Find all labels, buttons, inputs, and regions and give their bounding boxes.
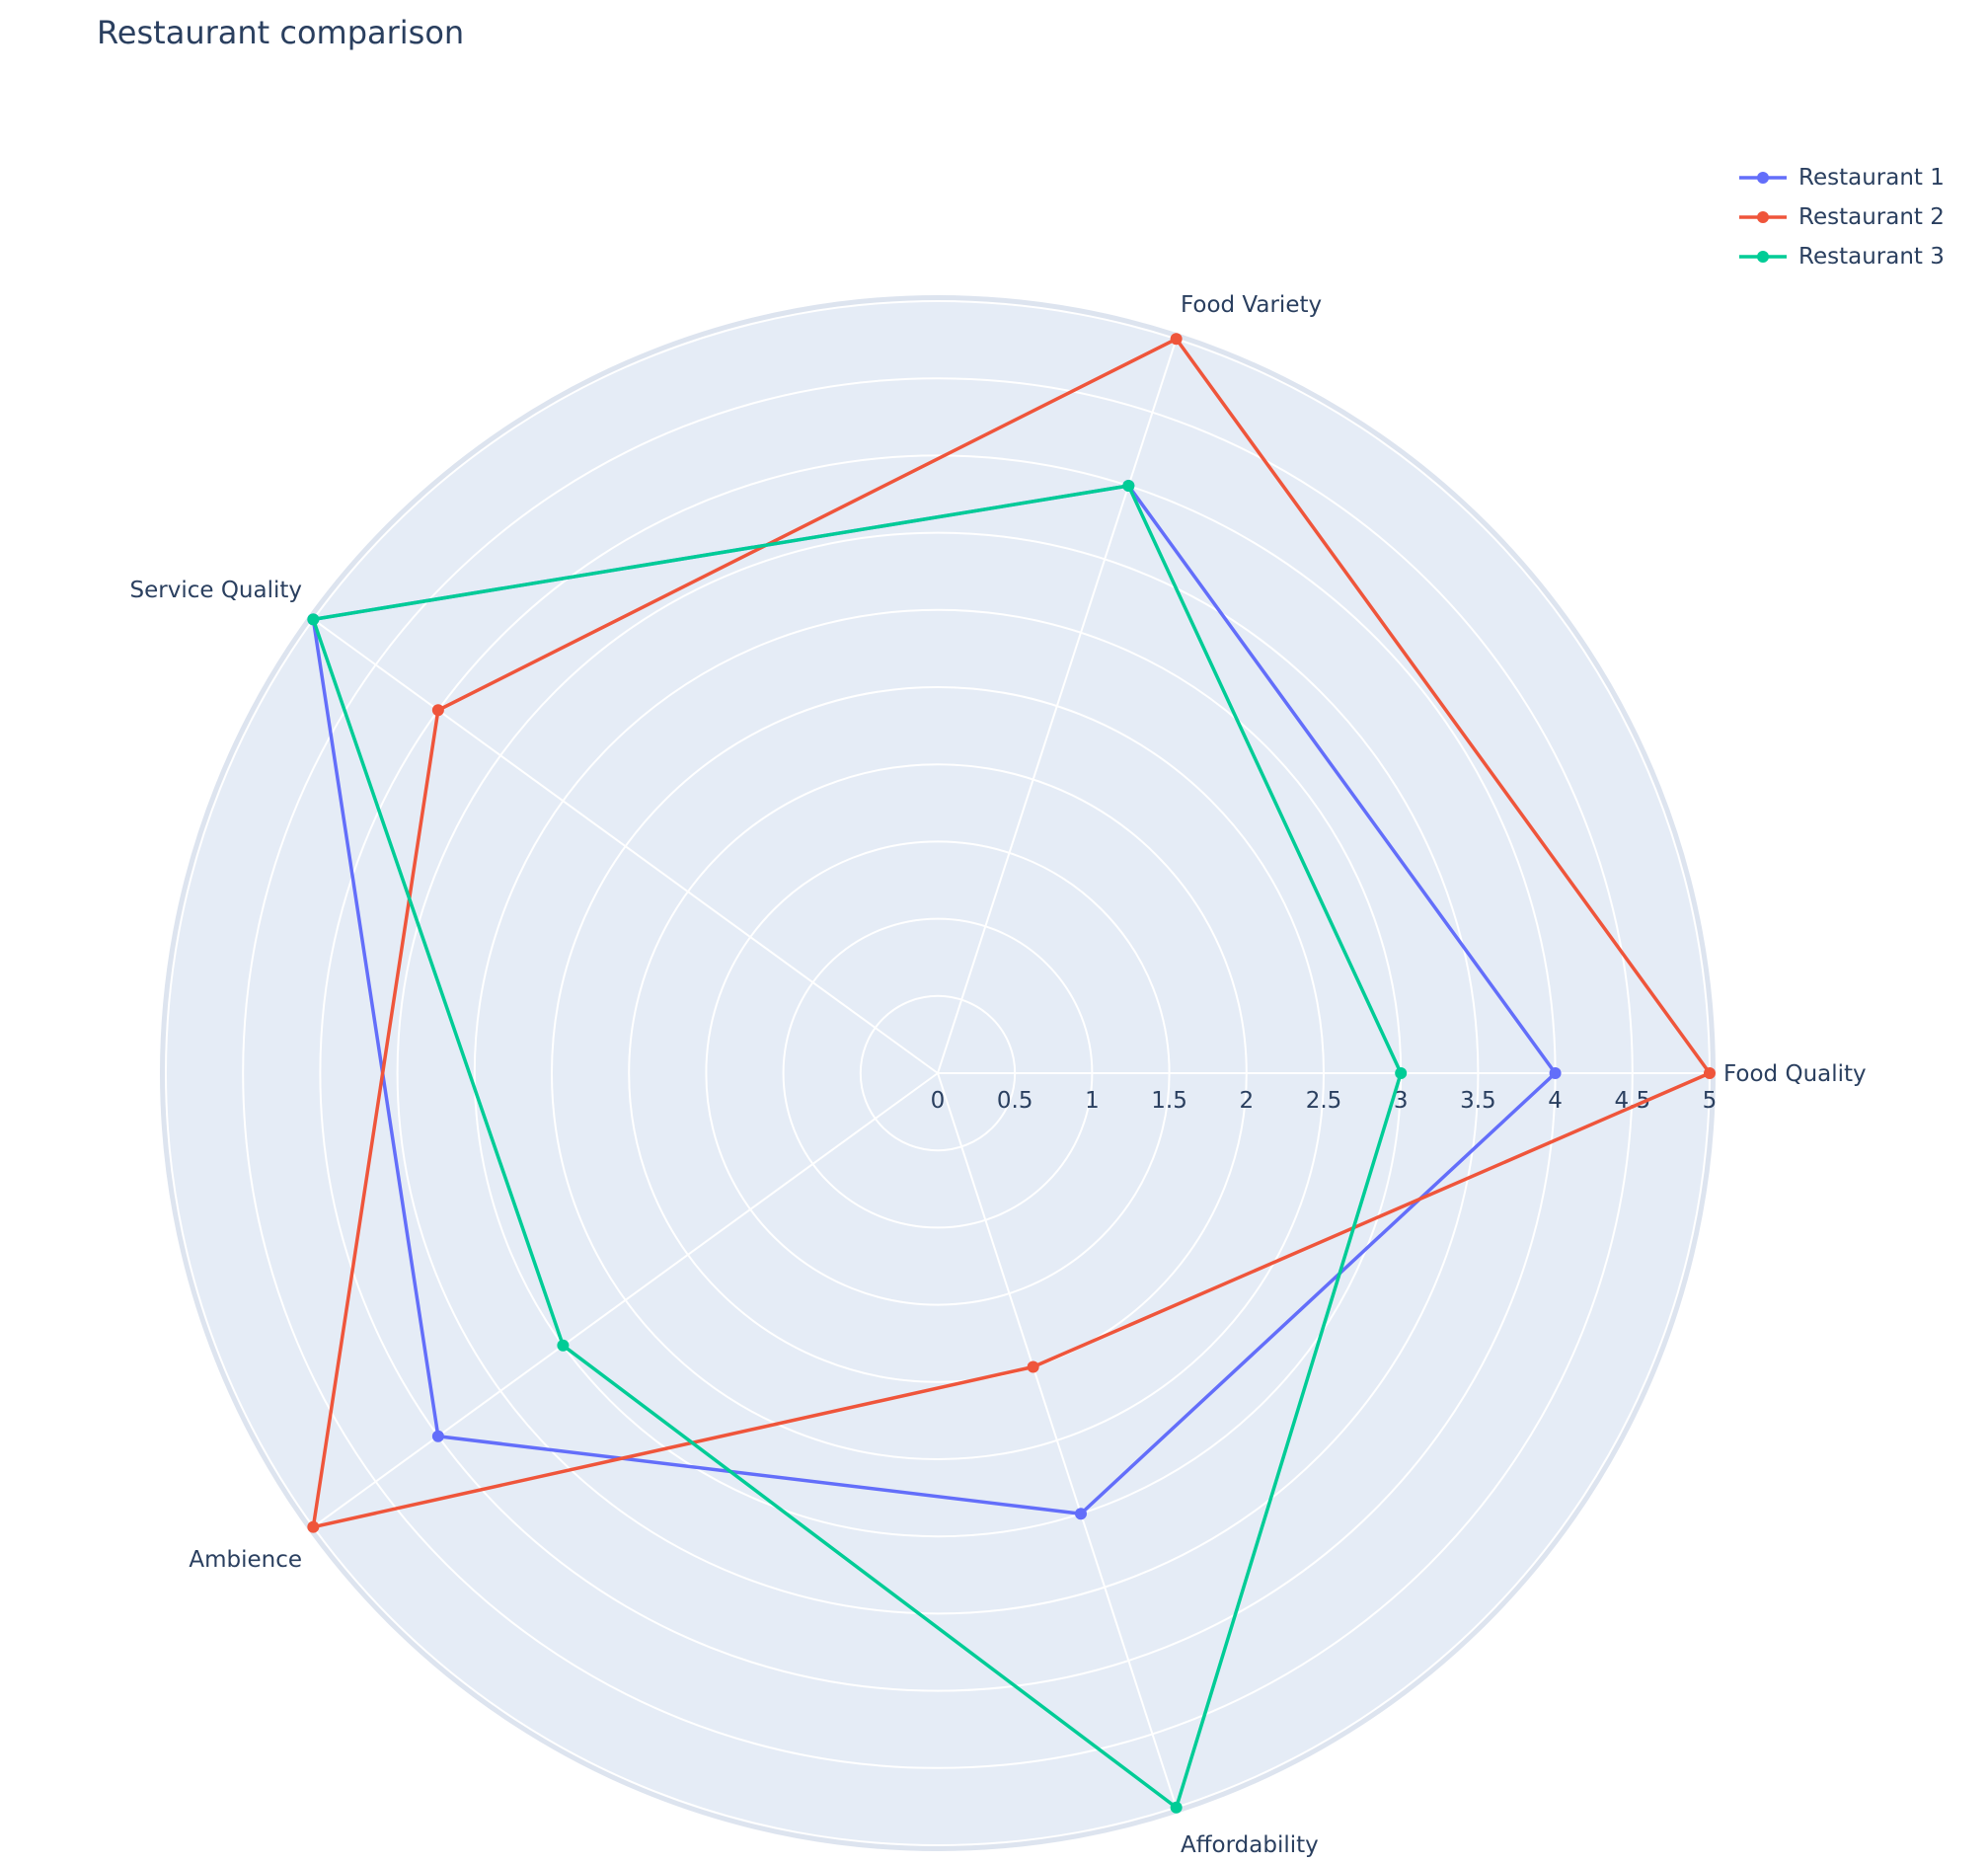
radial-tick-labels: 0 0.5 1 1.5 2 2.5 3 3.5 4 4.5 5 xyxy=(931,1088,1718,1114)
legend-item-2[interactable]: Restaurant 2 xyxy=(1735,197,1945,237)
series-3 xyxy=(307,480,1408,1814)
radial-tick-label: 1 xyxy=(1085,1088,1100,1114)
data-point[interactable] xyxy=(1704,1067,1716,1079)
series-line xyxy=(311,484,1403,1810)
axis-label-ambience: Ambience xyxy=(189,1547,302,1573)
data-point[interactable] xyxy=(1027,1360,1039,1373)
radial-tick-label: 0 xyxy=(931,1088,946,1114)
chart-title: Restaurant comparison xyxy=(97,14,465,51)
spoke-line xyxy=(312,1072,939,1528)
axis-label-service-quality: Service Quality xyxy=(130,578,303,603)
spoke-line xyxy=(312,618,939,1074)
legend-swatch xyxy=(1739,251,1787,263)
radar-grid xyxy=(160,295,1716,1851)
radial-tick-label: 1.5 xyxy=(1151,1088,1187,1114)
legend-item-1[interactable]: Restaurant 1 xyxy=(1735,158,1945,197)
series-2 xyxy=(307,333,1716,1533)
angular-axis-labels: Food Quality Food Variety Service Quality A… xyxy=(130,292,1867,1858)
legend-swatch xyxy=(1739,211,1787,223)
data-point[interactable] xyxy=(1074,1508,1087,1520)
series-line xyxy=(311,484,1558,1515)
legend-label: Restaurant 3 xyxy=(1798,244,1945,270)
radar-series xyxy=(307,333,1716,1814)
data-point[interactable] xyxy=(1170,333,1183,346)
axis-label-affordability: Affordability xyxy=(1181,1832,1319,1858)
legend-swatch xyxy=(1739,172,1787,184)
radial-tick-label: 4 xyxy=(1548,1088,1563,1114)
spoke-line xyxy=(937,338,1178,1074)
radial-tick-label: 0.5 xyxy=(997,1088,1033,1114)
axis-label-food-quality: Food Quality xyxy=(1723,1061,1867,1087)
data-point[interactable] xyxy=(431,704,444,717)
data-point[interactable] xyxy=(1122,480,1135,493)
legend: Restaurant 1 Restaurant 2 Restaurant 3 xyxy=(1735,158,1945,276)
spoke-line xyxy=(937,1072,1178,1809)
radial-tick-label: 3.5 xyxy=(1460,1088,1496,1114)
data-point[interactable] xyxy=(1395,1067,1408,1079)
legend-item-3[interactable]: Restaurant 3 xyxy=(1735,237,1945,276)
data-point[interactable] xyxy=(557,1339,570,1352)
legend-label: Restaurant 2 xyxy=(1798,204,1945,230)
radial-tick-label: 5 xyxy=(1703,1088,1718,1114)
data-point[interactable] xyxy=(1170,1801,1183,1814)
legend-label: Restaurant 1 xyxy=(1798,165,1945,191)
data-point[interactable] xyxy=(307,1520,320,1533)
data-point[interactable] xyxy=(1549,1067,1562,1079)
radial-tick-label: 2 xyxy=(1239,1088,1254,1114)
radial-tick-label: 3 xyxy=(1394,1088,1409,1114)
series-line xyxy=(311,337,1712,1529)
data-point[interactable] xyxy=(307,613,320,626)
data-point[interactable] xyxy=(431,1430,444,1442)
axis-label-food-variety: Food Variety xyxy=(1181,292,1322,318)
radial-tick-label: 2.5 xyxy=(1306,1088,1342,1114)
